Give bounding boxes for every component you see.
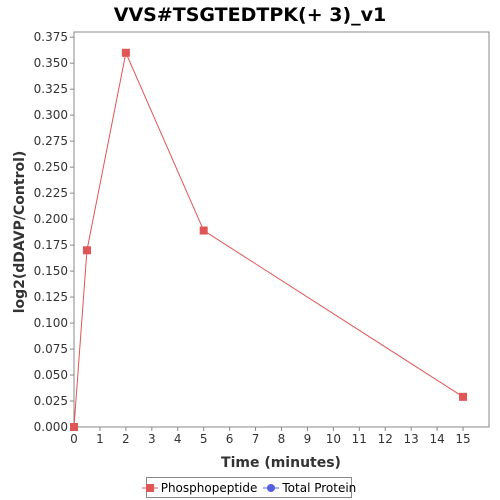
x-axis-label: Time (minutes) xyxy=(221,455,341,471)
legend-item-phosphopeptide: Phosphopeptide xyxy=(141,480,258,495)
legend-swatch-phosphopeptide xyxy=(141,483,158,492)
x-tick-label: 5 xyxy=(200,432,208,446)
data-point xyxy=(459,392,468,401)
y-tick-label: 0.300 xyxy=(34,108,68,122)
y-tick-label: 0.050 xyxy=(34,368,68,382)
data-point xyxy=(121,48,130,57)
x-tick-label: 9 xyxy=(304,432,312,446)
legend-label-total-protein: Total Protein xyxy=(282,480,357,495)
x-tick-label: 15 xyxy=(455,432,470,446)
x-tick-label: 4 xyxy=(174,432,182,446)
y-tick-label: 0.250 xyxy=(34,160,68,174)
x-tick-label: 10 xyxy=(326,432,341,446)
x-tick-label: 12 xyxy=(378,432,393,446)
y-tick-label: 0.175 xyxy=(34,238,68,252)
y-tick-label: 0.375 xyxy=(34,30,68,44)
legend: Phosphopeptide Total Protein xyxy=(141,477,356,498)
y-tick-label: 0.125 xyxy=(34,290,68,304)
plot-area xyxy=(73,31,490,428)
y-tick-label: 0.075 xyxy=(34,342,68,356)
x-tick-label: 0 xyxy=(70,432,78,446)
y-tick-label: 0.000 xyxy=(34,420,68,434)
x-tick-label: 3 xyxy=(148,432,156,446)
y-tick-label: 0.275 xyxy=(34,134,68,148)
y-tick-label: 0.025 xyxy=(34,394,68,408)
x-tick-label: 2 xyxy=(122,432,130,446)
y-axis: 0.000 0.025 0.050 0.075 0.100 0.125 0.150 0.175… xyxy=(34,30,74,434)
plot-frame xyxy=(73,31,490,428)
x-tick-label: 6 xyxy=(226,432,234,446)
series-layer xyxy=(70,48,468,431)
legend-label-phosphopeptide: Phosphopeptide xyxy=(160,480,258,495)
x-tick-label: 14 xyxy=(429,432,444,446)
data-point xyxy=(70,423,78,431)
y-axis-label: log2(dDAVP/Control) xyxy=(12,151,28,314)
chart-title: VVS#TSGTEDTPK(+ 3)_v1 xyxy=(113,4,387,26)
x-tick-label: 13 xyxy=(404,432,419,446)
data-point xyxy=(199,226,208,235)
y-tick-label: 0.200 xyxy=(34,212,68,226)
x-tick-label: 1 xyxy=(96,432,104,446)
x-tick-label: 11 xyxy=(352,432,367,446)
y-tick-label: 0.150 xyxy=(34,264,68,278)
x-tick-label: 8 xyxy=(278,432,286,446)
y-tick-label: 0.350 xyxy=(34,56,68,70)
y-tick-label: 0.100 xyxy=(34,316,68,330)
data-point xyxy=(82,246,91,255)
x-axis: 0 1 2 3 4 5 6 7 8 9 10 11 12 13 14 15 xyxy=(70,427,471,446)
legend-swatch-total-protein xyxy=(263,483,280,492)
x-tick-label: 7 xyxy=(252,432,260,446)
y-tick-label: 0.325 xyxy=(34,82,68,96)
y-tick-label: 0.225 xyxy=(34,186,68,200)
legend-item-total-protein: Total Protein xyxy=(263,481,356,495)
